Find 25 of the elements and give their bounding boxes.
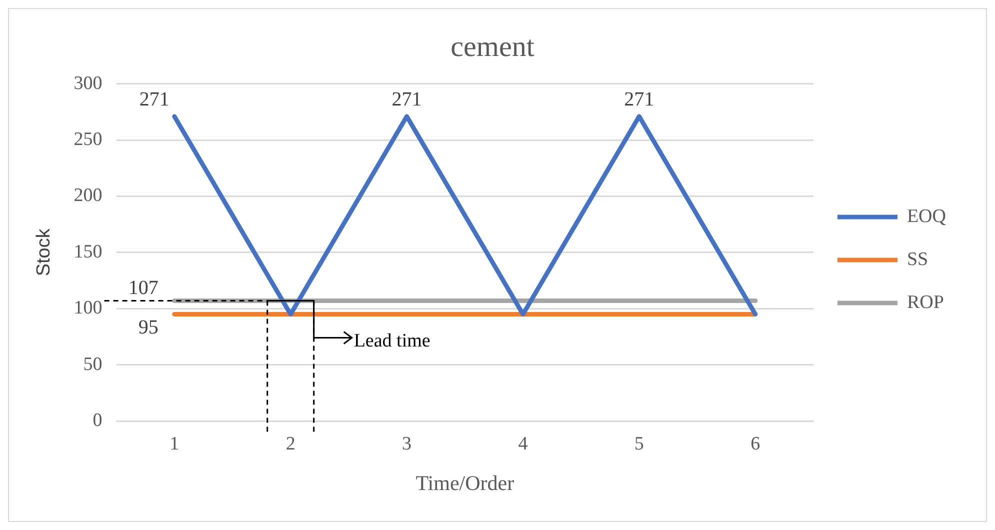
x-tick-label: 3 xyxy=(402,433,412,454)
y-axis-title: Stock xyxy=(34,228,55,276)
y-tick-label: 300 xyxy=(74,72,102,94)
x-tick-label: 5 xyxy=(634,433,644,454)
data-label: 95 xyxy=(138,316,158,338)
legend-label: EOQ xyxy=(906,206,946,227)
y-tick-label: 50 xyxy=(83,354,102,375)
data-label: 271 xyxy=(139,88,170,111)
y-tick-label: 0 xyxy=(92,410,102,431)
x-tick-label: 4 xyxy=(518,433,528,454)
chart-title: cement xyxy=(450,31,534,64)
data-label: 271 xyxy=(624,88,654,111)
y-tick-label: 200 xyxy=(74,185,102,206)
data-label: 107 xyxy=(128,276,158,299)
y-tick-label: 150 xyxy=(74,241,102,262)
annotation: Lead time xyxy=(354,330,430,352)
y-tick-label: 250 xyxy=(74,128,102,150)
y-tick-label: 100 xyxy=(74,298,102,319)
legend-label: SS xyxy=(906,248,928,270)
x-tick-label: 2 xyxy=(286,433,296,454)
x-tick-label: 6 xyxy=(750,433,760,454)
data-label: 271 xyxy=(392,88,422,111)
legend-label: ROP xyxy=(906,292,944,313)
x-axis-title: Time/Order xyxy=(416,470,514,495)
x-tick-label: 1 xyxy=(170,433,180,454)
